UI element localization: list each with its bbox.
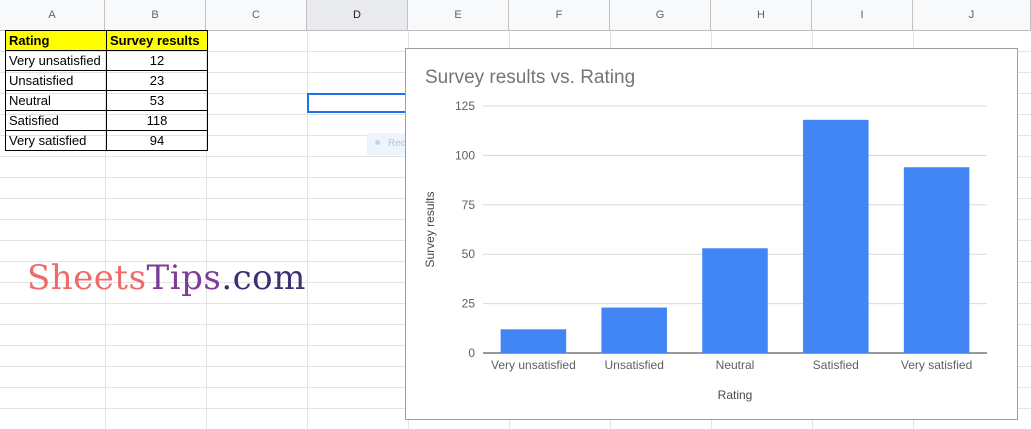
cell-rating[interactable]: Neutral [5,90,107,111]
bar [601,307,667,353]
logo-part-com: .com [221,258,306,298]
y-tick-label: 25 [462,297,476,311]
column-header-b[interactable]: B [105,0,206,30]
table-header-row: Rating Survey results [5,30,208,51]
header-cell-survey-results[interactable]: Survey results [106,30,208,51]
bar [903,167,970,353]
y-tick-label: 0 [468,346,475,360]
bar [702,248,768,353]
bar [803,119,869,353]
snip-dot-icon [375,140,380,146]
logo-part-sheets: Sheets [27,258,147,298]
chart-title: Survey results vs. Rating [425,67,636,88]
data-table: Rating Survey results Very unsatisfied 1… [5,30,208,151]
grid-vline [105,31,106,429]
x-tick-label: Satisfied [813,358,859,372]
x-tick-label: Neutral [716,358,755,372]
y-tick-label: 75 [462,198,476,212]
cell-value[interactable]: 94 [106,130,208,151]
cell-value[interactable]: 118 [106,110,208,131]
header-cell-rating[interactable]: Rating [5,30,107,51]
cell-rating[interactable]: Very unsatisfied [5,50,107,71]
cell-rating[interactable]: Very satisfied [5,130,107,151]
column-header-j[interactable]: J [913,0,1031,30]
table-row: Very satisfied 94 [5,130,208,151]
x-tick-label: Unsatisfied [605,358,664,372]
table-row: Unsatisfied 23 [5,70,208,91]
column-header-h[interactable]: H [711,0,812,30]
column-header-a[interactable]: A [0,0,105,30]
y-tick-label: 100 [455,148,475,162]
x-axis-label: Rating [718,388,753,402]
column-header-f[interactable]: F [509,0,610,30]
y-tick-label: 50 [462,247,476,261]
selected-cell[interactable] [307,93,407,113]
y-axis-label: Survey results [423,191,437,267]
logo-part-tips: Tips [146,258,222,298]
column-header-d[interactable]: D [307,0,408,30]
x-tick-label: Very satisfied [901,358,972,372]
y-tick-label: 125 [455,99,475,113]
bar [500,329,567,353]
grid-vline [307,31,308,429]
chart-svg: 0 25 50 75 100 125 Very unsatisfied Unsatisfied… [423,99,987,402]
column-header-g[interactable]: G [610,0,711,30]
column-header-i[interactable]: I [812,0,913,30]
column-header-e[interactable]: E [408,0,509,30]
cell-rating[interactable]: Unsatisfied [5,70,107,91]
x-tick-label: Very unsatisfied [491,358,576,372]
table-row: Very unsatisfied 12 [5,50,208,71]
grid-vline [206,31,207,429]
cell-value[interactable]: 23 [106,70,208,91]
cell-value[interactable]: 12 [106,50,208,71]
column-header-c[interactable]: C [206,0,307,30]
table-row: Satisfied 118 [5,110,208,131]
chart-container[interactable]: Survey results vs. Rating 0 25 50 75 100 125 V… [405,48,1018,420]
watermark-logo: SheetsTips.com [27,258,306,298]
cell-rating[interactable]: Satisfied [5,110,107,131]
table-row: Neutral 53 [5,90,208,111]
cell-value[interactable]: 53 [106,90,208,111]
